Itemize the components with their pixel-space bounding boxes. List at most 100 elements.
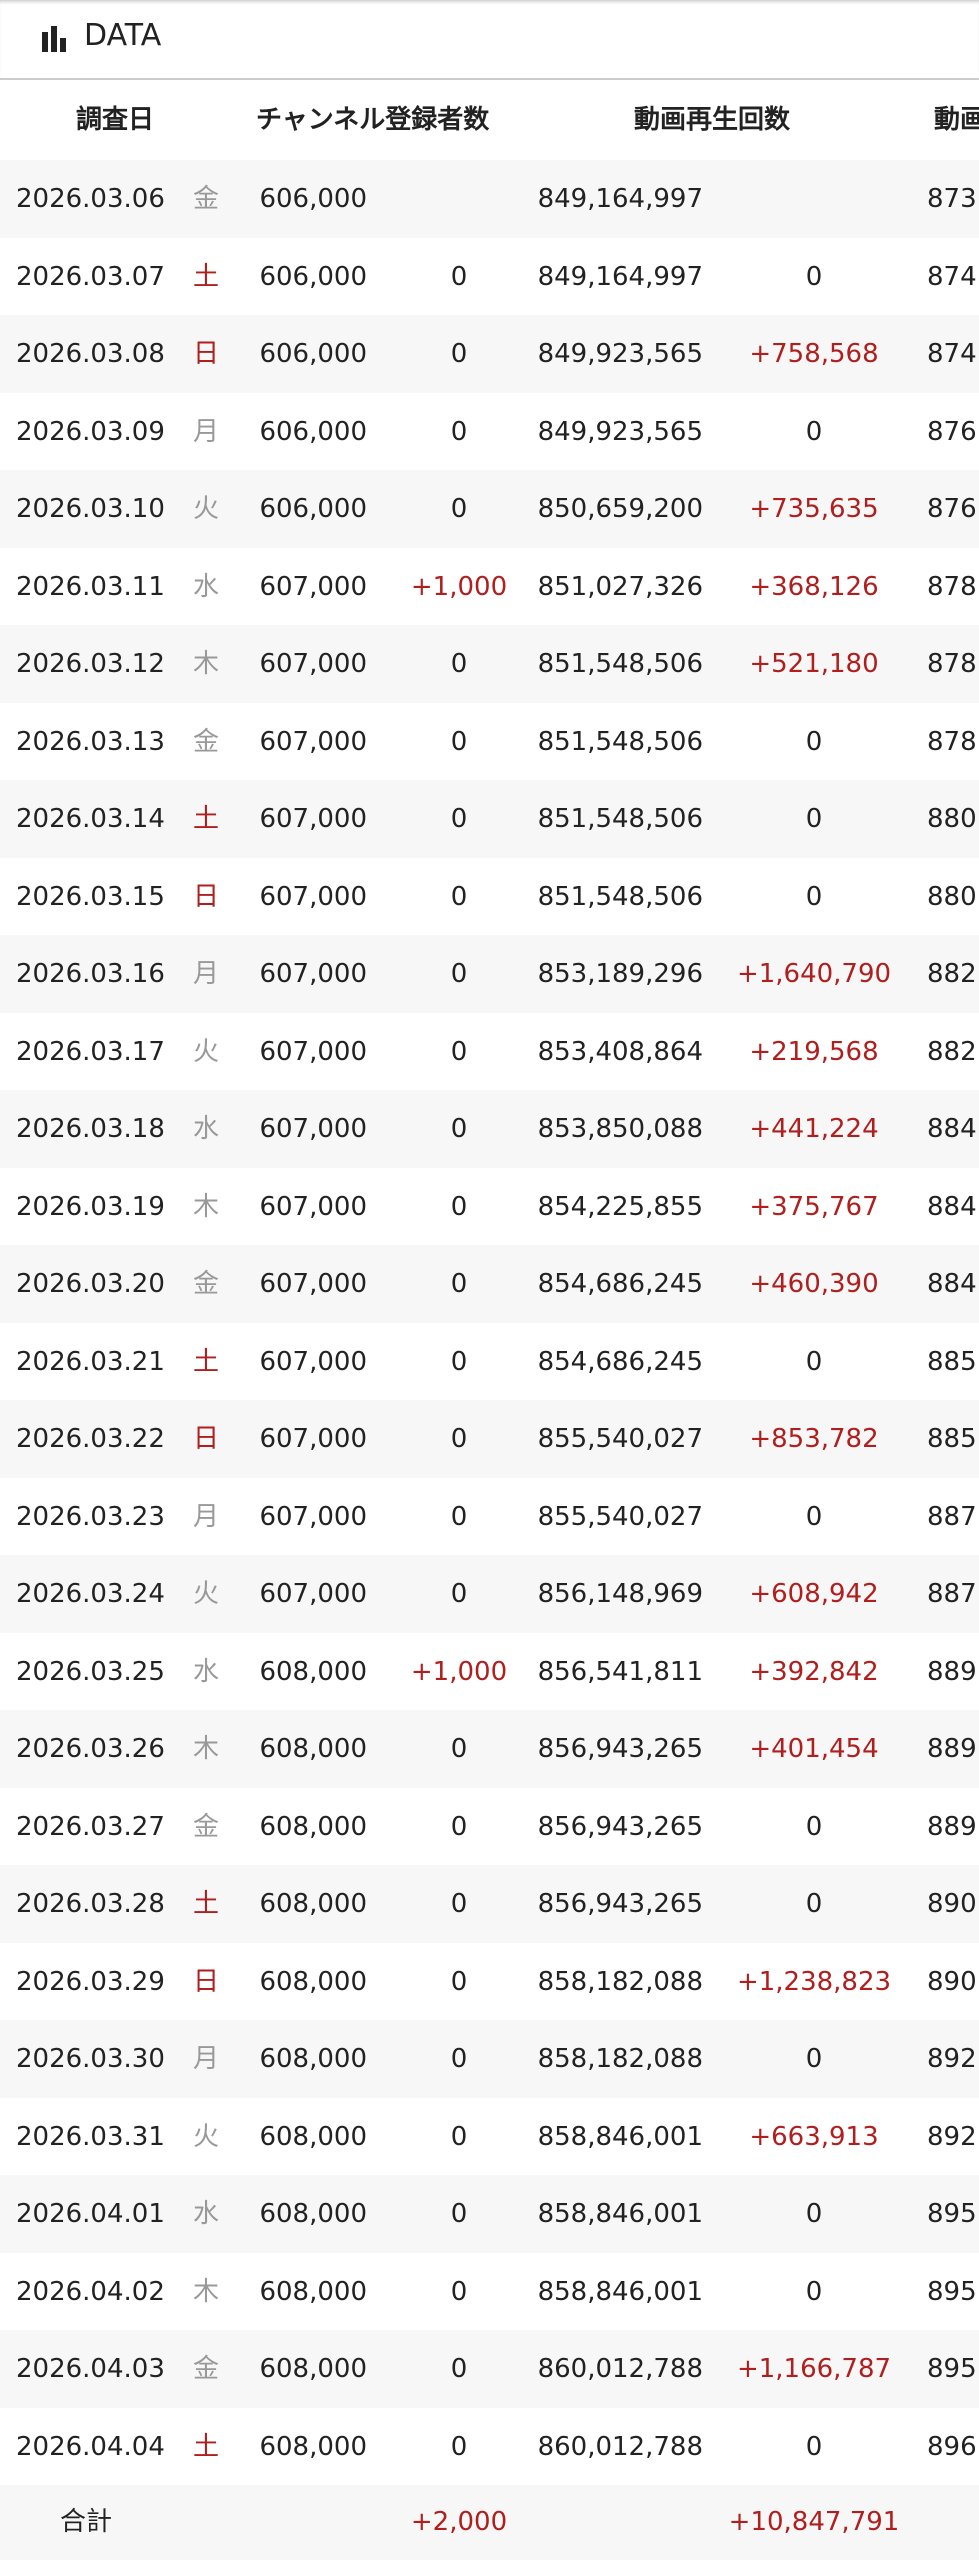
date: 2026.03.08 bbox=[16, 339, 165, 369]
views: 851,027,326 bbox=[537, 571, 703, 602]
date: 2026.03.27 bbox=[16, 1811, 165, 1842]
views: 853,189,296 bbox=[537, 959, 703, 989]
weekday: 日 bbox=[193, 339, 220, 369]
subscribers: 607,000 bbox=[259, 1424, 367, 1454]
subscribers: 607,000 bbox=[259, 1346, 367, 1377]
table-row: 2026.03.25 水 608,000 +1,000 856,541,811 +392,… bbox=[0, 1633, 979, 1711]
subscriber-diff: 0 bbox=[450, 494, 468, 524]
table-row: 2026.03.12 木 607,000 0 851,548,506 +521,180 87… bbox=[0, 625, 979, 703]
views: 856,943,265 bbox=[537, 1889, 703, 1919]
table-row: 2026.03.08 日 606,000 0 849,923,565 +758,568 87… bbox=[0, 315, 979, 393]
table-row: 2026.03.14 土 607,000 0 851,548,506 0 880 bbox=[0, 780, 979, 858]
videos: 878 bbox=[927, 726, 977, 757]
subscribers: 607,000 bbox=[259, 1191, 367, 1222]
videos: 890 bbox=[927, 1889, 977, 1919]
table-row: 2026.03.18 水 607,000 0 853,850,088 +441,224 88… bbox=[0, 1090, 979, 1168]
views: 851,548,506 bbox=[537, 804, 703, 834]
view-diff: 0 bbox=[805, 2199, 823, 2229]
views: 860,012,788 bbox=[537, 2354, 703, 2384]
videos: 896 bbox=[927, 2431, 977, 2462]
date: 2026.03.30 bbox=[16, 2044, 165, 2074]
subscriber-diff: 0 bbox=[450, 1191, 468, 1222]
videos: 882 bbox=[927, 959, 977, 989]
date: 2026.03.17 bbox=[16, 1036, 165, 1067]
date: 2026.03.06 bbox=[16, 184, 165, 214]
date: 2026.03.07 bbox=[16, 261, 165, 292]
subscriber-diff: 0 bbox=[450, 2431, 468, 2462]
table-row: 2026.03.17 火 607,000 0 853,408,864 +219,568 88… bbox=[0, 1013, 979, 1091]
date: 2026.03.12 bbox=[16, 649, 165, 679]
subscriber-diff: 0 bbox=[450, 726, 468, 757]
weekday: 金 bbox=[193, 2354, 220, 2384]
videos: 878 bbox=[927, 649, 977, 679]
videos: 876 bbox=[927, 494, 977, 524]
view-diff: +219,568 bbox=[749, 1036, 879, 1067]
videos: 878 bbox=[927, 571, 977, 602]
videos: 895 bbox=[927, 2276, 977, 2307]
table-row: 2026.03.10 火 606,000 0 850,659,200 +735,635 87… bbox=[0, 470, 979, 548]
subscriber-diff: 0 bbox=[450, 1114, 468, 1144]
date: 2026.03.25 bbox=[16, 1656, 165, 1687]
subscribers: 608,000 bbox=[259, 2276, 367, 2307]
date: 2026.03.29 bbox=[16, 1966, 165, 1997]
view-diff: +441,224 bbox=[749, 1114, 879, 1144]
date: 2026.03.19 bbox=[16, 1191, 165, 1222]
table-row: 2026.03.29 日 608,000 0 858,182,088 +1,238,823… bbox=[0, 1943, 979, 2021]
top-bar: DATA bbox=[0, 0, 979, 80]
views: 854,225,855 bbox=[537, 1191, 703, 1222]
view-diff: 0 bbox=[805, 1811, 823, 1842]
view-diff: 0 bbox=[805, 804, 823, 834]
subscriber-diff: 0 bbox=[450, 416, 468, 447]
view-diff: +853,782 bbox=[749, 1424, 879, 1454]
subscribers: 608,000 bbox=[259, 2431, 367, 2462]
weekday: 日 bbox=[193, 1424, 220, 1454]
subscribers: 608,000 bbox=[259, 1811, 367, 1842]
videos: 885 bbox=[927, 1346, 977, 1377]
weekday: 火 bbox=[193, 1579, 220, 1609]
subscribers: 607,000 bbox=[259, 959, 367, 989]
subscriber-diff: 0 bbox=[450, 2199, 468, 2229]
table-row: 2026.03.16 月 607,000 0 853,189,296 +1,640,790… bbox=[0, 935, 979, 1013]
videos: 874 bbox=[927, 339, 977, 369]
weekday: 木 bbox=[193, 649, 220, 679]
view-diff: +521,180 bbox=[749, 649, 879, 679]
views: 853,408,864 bbox=[537, 1036, 703, 1067]
date: 2026.03.31 bbox=[16, 2121, 165, 2152]
weekday: 木 bbox=[193, 2276, 220, 2307]
table-row: 2026.03.11 水 607,000 +1,000 851,027,326 +368,… bbox=[0, 548, 979, 626]
date: 2026.03.13 bbox=[16, 726, 165, 757]
subscribers: 606,000 bbox=[259, 494, 367, 524]
subscribers: 607,000 bbox=[259, 649, 367, 679]
views: 855,540,027 bbox=[537, 1424, 703, 1454]
subscriber-diff: 0 bbox=[450, 1036, 468, 1067]
views: 856,541,811 bbox=[537, 1656, 703, 1687]
views: 854,686,245 bbox=[537, 1269, 703, 1299]
date: 2026.04.04 bbox=[16, 2431, 165, 2462]
views: 850,659,200 bbox=[537, 494, 703, 524]
table-row: 2026.03.21 土 607,000 0 854,686,245 0 885 bbox=[0, 1323, 979, 1401]
subscriber-diff: 0 bbox=[450, 1579, 468, 1609]
view-diff: 0 bbox=[805, 726, 823, 757]
videos: 882 bbox=[927, 1036, 977, 1067]
views: 854,686,245 bbox=[537, 1346, 703, 1377]
videos: 892 bbox=[927, 2044, 977, 2074]
total-row: 合計 +2,000 +10,847,791 bbox=[0, 2485, 979, 2560]
subscribers: 606,000 bbox=[259, 416, 367, 447]
view-diff: 0 bbox=[805, 1501, 823, 1532]
videos: 874 bbox=[927, 261, 977, 292]
date: 2026.03.15 bbox=[16, 881, 165, 912]
date: 2026.03.20 bbox=[16, 1269, 165, 1299]
view-diff: 0 bbox=[805, 2276, 823, 2307]
videos: 889 bbox=[927, 1811, 977, 1842]
subscribers: 607,000 bbox=[259, 726, 367, 757]
view-diff: +1,238,823 bbox=[736, 1966, 892, 1997]
videos: 876 bbox=[927, 416, 977, 447]
weekday: 金 bbox=[193, 184, 220, 214]
table-row: 2026.03.28 土 608,000 0 856,943,265 0 890 bbox=[0, 1865, 979, 1943]
view-diff: +1,640,790 bbox=[736, 959, 892, 989]
total-subscribers: +2,000 bbox=[410, 2507, 508, 2537]
view-diff: 0 bbox=[805, 881, 823, 912]
table-row: 2026.04.01 水 608,000 0 858,846,001 0 895 bbox=[0, 2175, 979, 2253]
weekday: 日 bbox=[193, 881, 220, 912]
videos: 890 bbox=[927, 1966, 977, 1997]
